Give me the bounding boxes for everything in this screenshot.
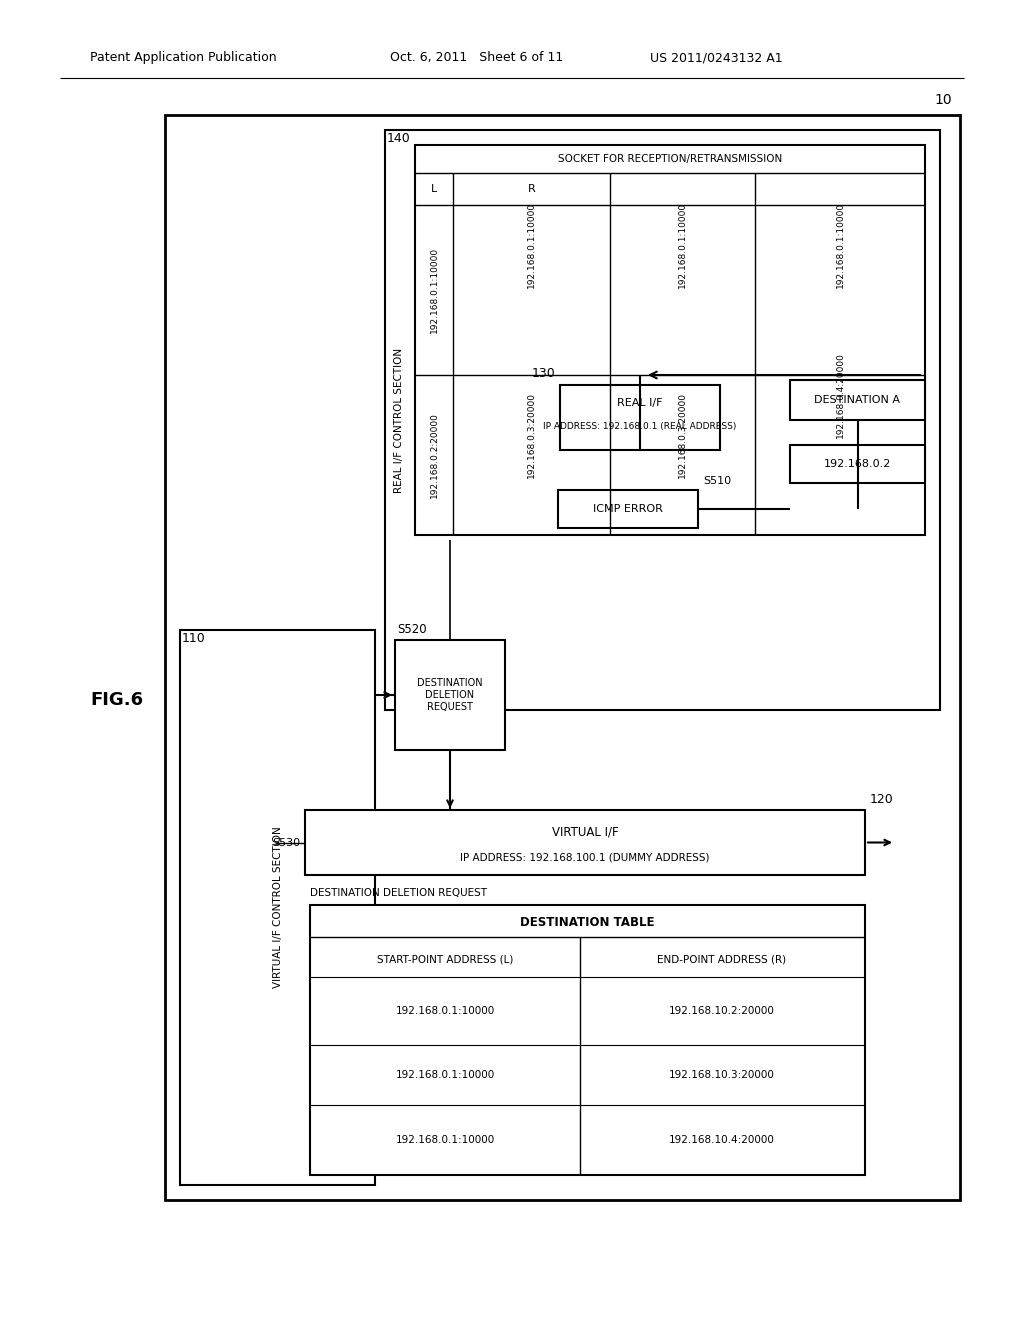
Bar [790,380,925,420]
Text: 192.168.0.1:10000: 192.168.0.1:10000 [527,202,536,288]
Text: SOCKET FOR RECEPTION/RETRANSMISSION: SOCKET FOR RECEPTION/RETRANSMISSION [558,154,782,164]
Text: 192.168.0.1:10000: 192.168.0.1:10000 [678,202,687,288]
Text: 192.168.0.4:20000: 192.168.0.4:20000 [836,352,845,438]
Text: S520: S520 [397,623,427,636]
Text: DESTINATION A: DESTINATION A [814,395,900,405]
Bar [790,445,925,483]
Text: 192.168.10.2:20000: 192.168.10.2:20000 [669,1006,775,1016]
Text: S530: S530 [272,837,300,847]
Text: DESTINATION TABLE: DESTINATION TABLE [520,916,654,929]
Text: VIRTUAL I/F: VIRTUAL I/F [552,825,618,838]
Text: 192.168.10.4:20000: 192.168.10.4:20000 [669,1135,775,1144]
Text: 192.168.0.1:10000: 192.168.0.1:10000 [836,202,845,288]
Text: VIRTUAL I/F CONTROL SECTION: VIRTUAL I/F CONTROL SECTION [272,826,283,989]
Bar [165,115,961,1200]
Text: 192.168.0.1:10000: 192.168.0.1:10000 [395,1135,495,1144]
Bar [305,810,865,875]
Text: US 2011/0243132 A1: US 2011/0243132 A1 [650,51,782,65]
Text: Oct. 6, 2011   Sheet 6 of 11: Oct. 6, 2011 Sheet 6 of 11 [390,51,563,65]
Text: 192.168.0.1:10000: 192.168.0.1:10000 [395,1071,495,1080]
Text: IP ADDRESS: 192.168.100.1 (DUMMY ADDRESS): IP ADDRESS: 192.168.100.1 (DUMMY ADDRESS… [460,853,710,863]
Text: L: L [431,183,437,194]
Text: DESTINATION DELETION REQUEST: DESTINATION DELETION REQUEST [310,888,487,898]
Text: 192.168.10.3:20000: 192.168.10.3:20000 [669,1071,775,1080]
Bar [180,630,375,1185]
Text: 192.168.0.1:10000: 192.168.0.1:10000 [395,1006,495,1016]
Text: 192.168.0.1:10000: 192.168.0.1:10000 [429,247,438,333]
Bar [415,145,925,535]
Text: 10: 10 [934,92,952,107]
Text: START-POINT ADDRESS (L): START-POINT ADDRESS (L) [377,954,513,964]
Text: END-POINT ADDRESS (R): END-POINT ADDRESS (R) [657,954,786,964]
Text: REAL I/F CONTROL SECTION: REAL I/F CONTROL SECTION [394,347,404,492]
Text: 140: 140 [387,132,411,145]
Text: ICMP ERROR: ICMP ERROR [593,504,663,513]
Text: FIG.6: FIG.6 [90,690,143,709]
Bar [395,640,505,750]
Bar [558,490,698,528]
Text: R: R [527,183,536,194]
Bar [385,129,940,710]
Text: 120: 120 [870,793,894,807]
Text: Patent Application Publication: Patent Application Publication [90,51,276,65]
Text: 110: 110 [182,632,206,645]
Text: S510: S510 [703,477,731,486]
Text: 192.168.0.3:20000: 192.168.0.3:20000 [678,392,687,478]
Text: DESTINATION
DELETION
REQUEST: DESTINATION DELETION REQUEST [417,678,482,711]
Bar [560,385,720,450]
Bar [310,906,865,1175]
Text: REAL I/F: REAL I/F [617,399,663,408]
Text: 192.168.0.2: 192.168.0.2 [824,459,891,469]
Text: IP ADDRESS: 192.168.0.1 (REAL ADDRESS): IP ADDRESS: 192.168.0.1 (REAL ADDRESS) [544,422,736,432]
Text: 192.168.0.2:20000: 192.168.0.2:20000 [429,412,438,498]
Text: 130: 130 [531,367,555,380]
Text: 192.168.0.3:20000: 192.168.0.3:20000 [527,392,536,478]
